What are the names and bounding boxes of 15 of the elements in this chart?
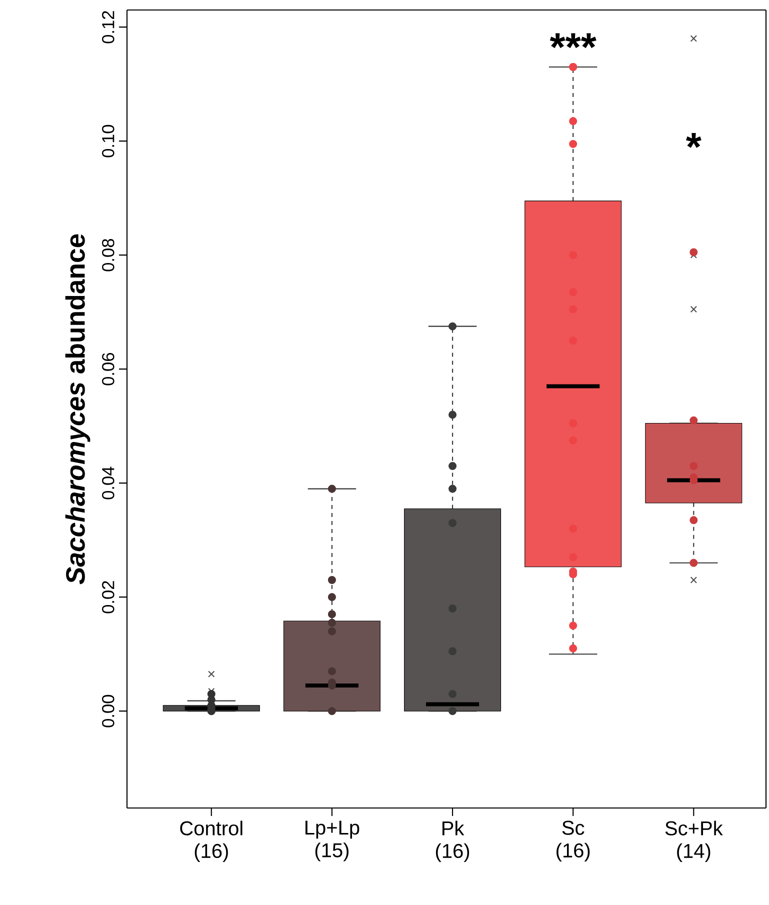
x-tick-label: Control (16) [180, 820, 242, 862]
x-tick-label: Lp+Lp (15) [306, 820, 360, 862]
y-axis-title: Saccharomyces abundance [65, 234, 90, 584]
x-tick-label: Pk (16) [436, 820, 470, 862]
y-tick-label: 0.02 [102, 581, 114, 614]
y-tick-label: 0.00 [102, 694, 114, 728]
y-tick-label: 0.10 [102, 124, 114, 158]
annotation: *** [550, 33, 596, 48]
x-tick-label: Sc+Pk (14) [665, 820, 723, 862]
x-tick-label: Sc (16) [556, 820, 590, 862]
y-tick-label: 0.12 [102, 11, 114, 44]
annotation: * [686, 133, 702, 148]
y-tick-label: 0.08 [102, 238, 114, 272]
y-tick-label: 0.06 [102, 352, 114, 386]
y-tick-label: 0.04 [102, 466, 114, 500]
